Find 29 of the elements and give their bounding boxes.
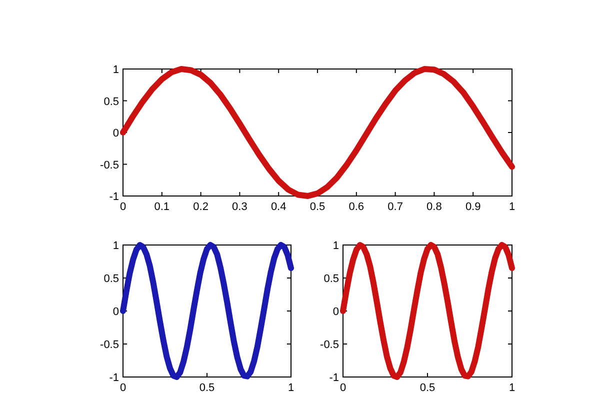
y-tick-label: -0.5 — [100, 339, 119, 351]
x-tick-label: 1 — [288, 382, 294, 394]
y-tick-label: -0.5 — [100, 159, 119, 172]
x-tick-label: 0.5 — [310, 201, 326, 213]
y-tick-label: 0.5 — [104, 96, 119, 108]
y-tick-label: -1 — [329, 372, 339, 384]
x-tick-label: 0.2 — [193, 201, 208, 213]
x-tick-label: 0.4 — [270, 201, 286, 213]
y-tick-label: -1 — [109, 372, 119, 384]
y-tick-label: 0 — [112, 128, 119, 140]
x-tick-label: 0.3 — [232, 201, 248, 213]
y-tick-label: -0.5 — [320, 339, 339, 351]
y-tick-label: 0 — [332, 306, 339, 318]
x-tick-label: 0.5 — [420, 382, 436, 394]
x-tick-label: 0.1 — [154, 201, 170, 213]
x-tick-label: 0.9 — [465, 201, 481, 213]
y-tick-label: 0 — [112, 306, 119, 318]
x-tick-label: 0.7 — [388, 201, 403, 213]
y-tick-label: 0.5 — [324, 273, 339, 285]
y-tick-label: 1 — [112, 240, 119, 252]
x-tick-label: 0.8 — [426, 201, 442, 213]
x-tick-label: 0.5 — [199, 382, 215, 394]
y-tick-label: -1 — [109, 191, 119, 203]
y-tick-label: 1 — [112, 64, 119, 76]
x-tick-label: 0.6 — [348, 201, 364, 213]
x-tick-label: 1 — [508, 201, 516, 213]
y-tick-label: 0.5 — [104, 273, 119, 285]
y-tick-label: 1 — [332, 240, 339, 252]
x-tick-label: 1 — [508, 382, 516, 394]
